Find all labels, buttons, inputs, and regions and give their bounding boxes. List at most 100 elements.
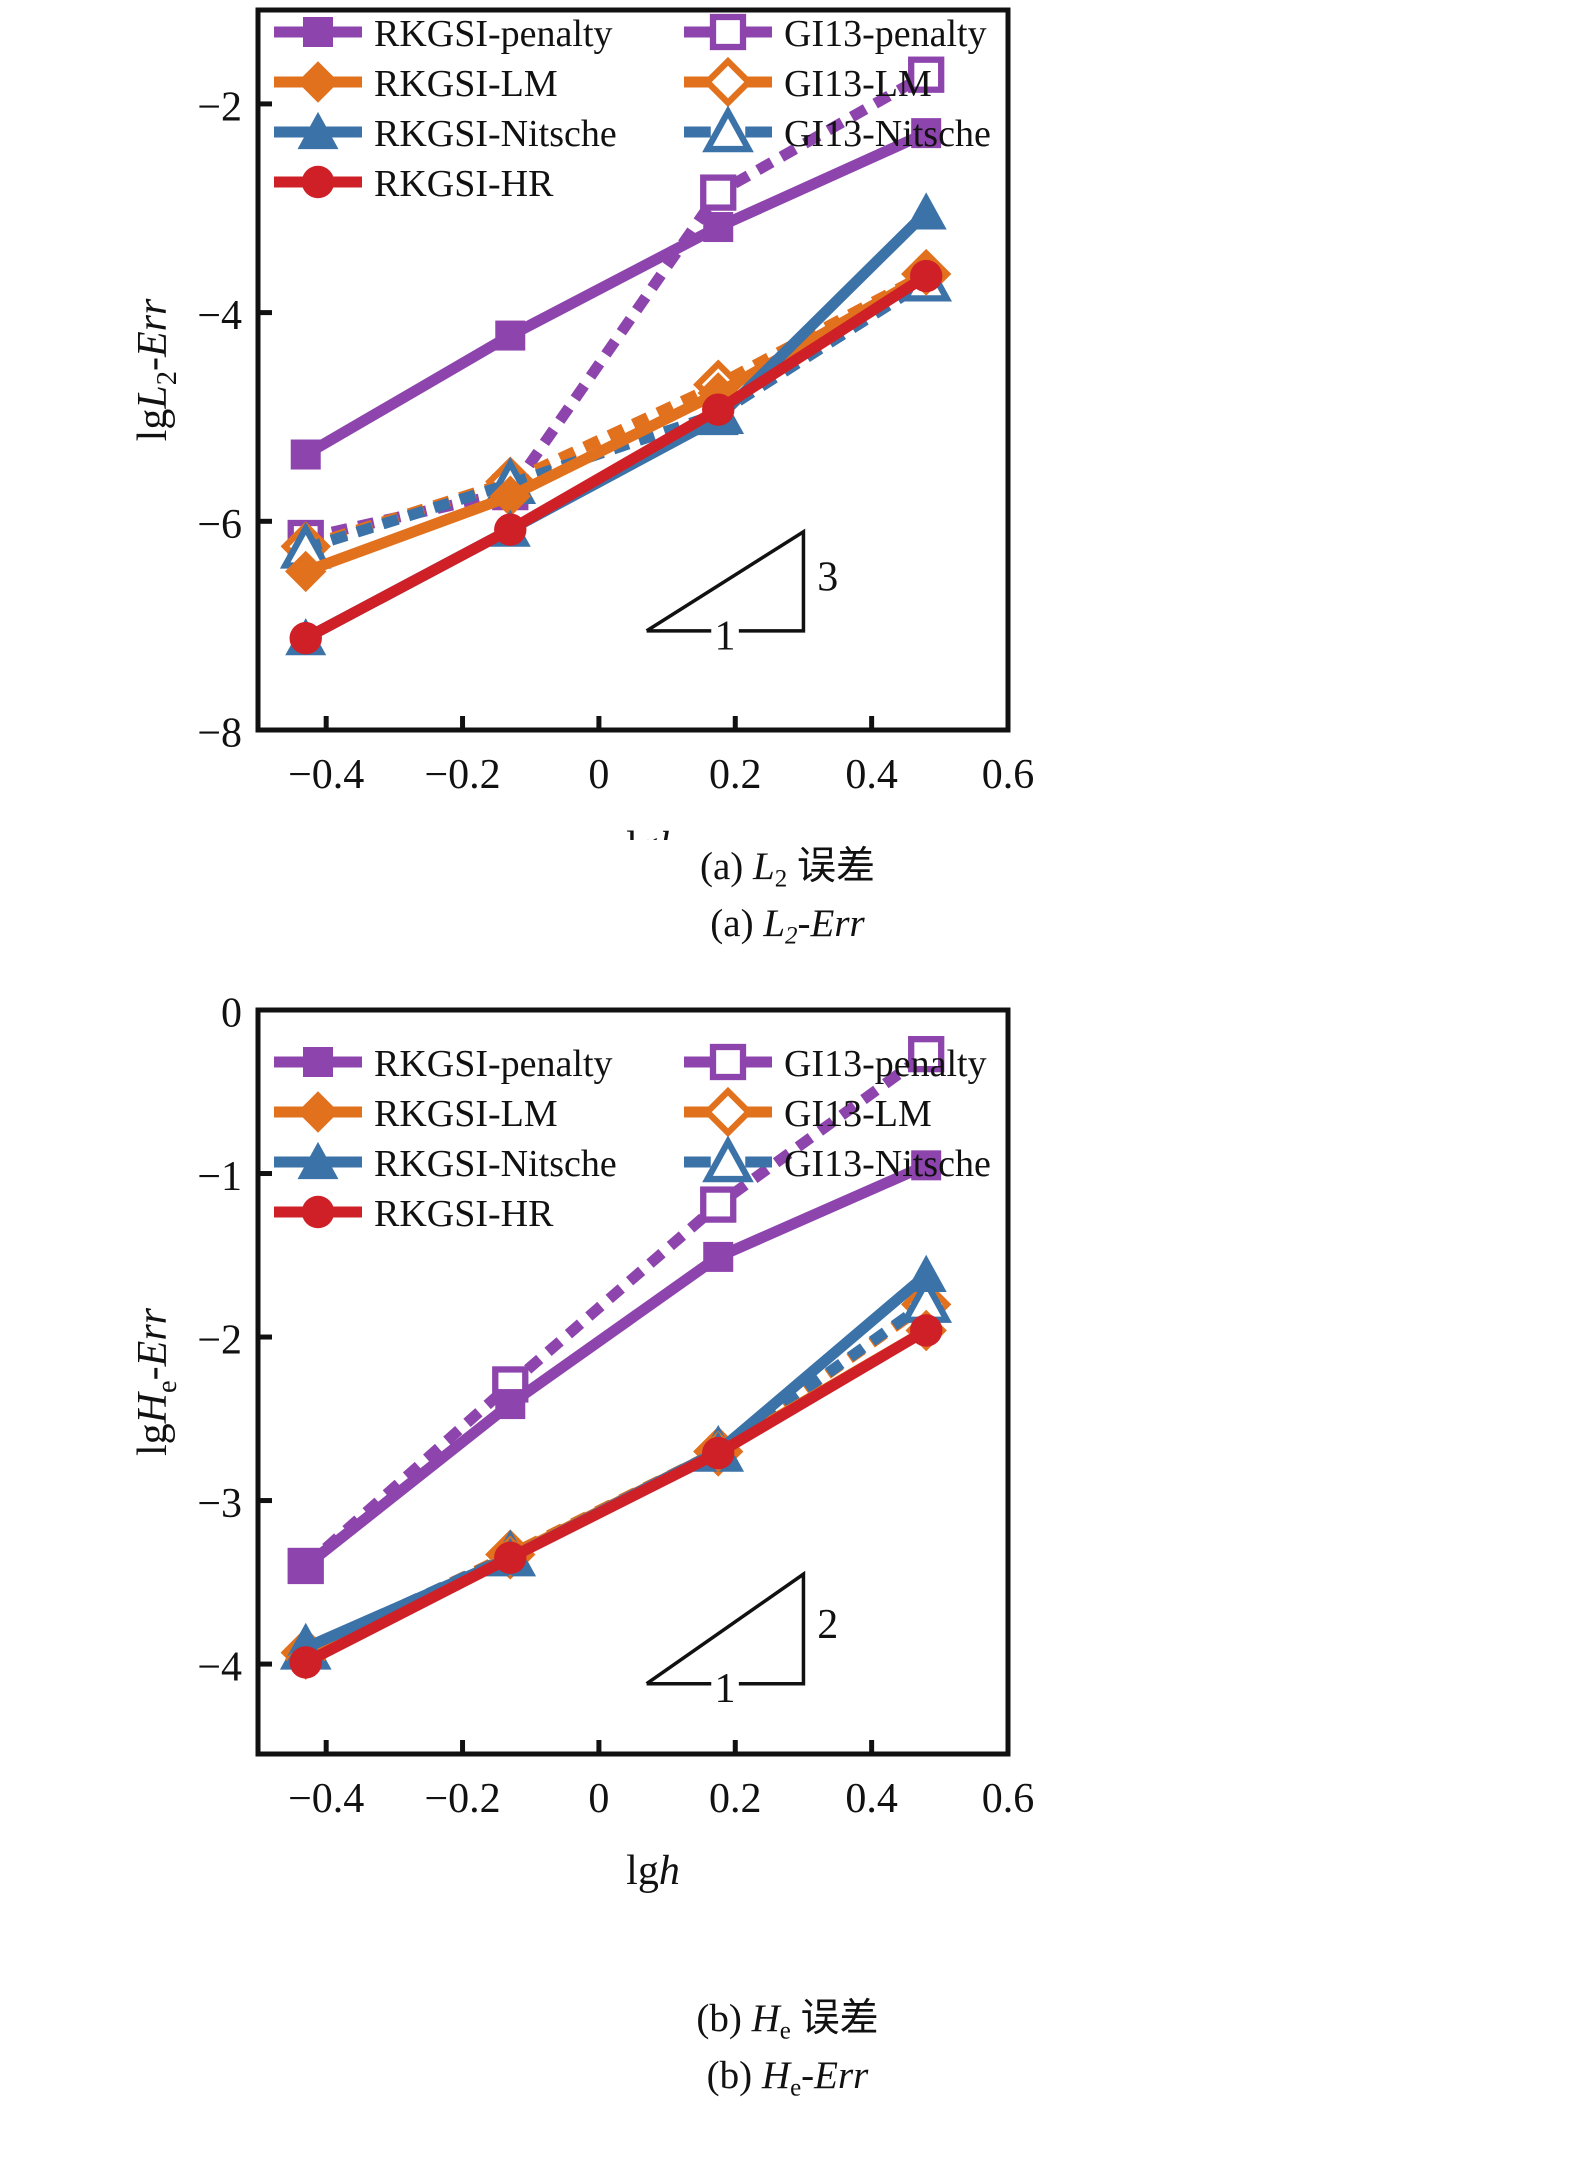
data-point-circle (289, 621, 322, 655)
series-rkgsi-nitsche (285, 1254, 947, 1665)
caption-a-symbol: L (753, 845, 775, 888)
x-tick-label: 0.6 (982, 752, 1035, 798)
legend-label: RKGSI-Nitsche (374, 1143, 617, 1185)
data-point-square (703, 1241, 734, 1272)
legend-label: GI13-LM (784, 63, 932, 105)
x-tick-label: 0.2 (709, 752, 762, 798)
series-rkgsi-lm (285, 254, 947, 593)
legend-label: RKGSI-HR (374, 163, 554, 205)
series-line (303, 271, 930, 644)
x-tick-label: 0.4 (845, 752, 898, 798)
legend-item-rkgsi-nitsche[interactable]: RKGSI-Nitsche (274, 111, 617, 155)
caption-b-en-suffix: -Err (801, 2054, 869, 2097)
svg-text:lgL2-Err: lgL2-Err (130, 298, 183, 441)
plot-frame (255, 1007, 1011, 1757)
caption-a-en-symbol: L (763, 902, 786, 945)
plot-root: −0.4−0.200.20.40.6−8−6−4−2lghlgL2-Err13R… (130, 7, 1035, 840)
caption-b-en-symbol: H (761, 2054, 791, 2097)
series-layer (279, 56, 953, 656)
caption-a-en-prefix: (a) (710, 902, 764, 945)
legend-marker-square (709, 1043, 747, 1081)
x-tick-label: 0 (588, 752, 609, 798)
panel-b-figure: −0.4 −0.2 0 0.2 0.4 0.6 −4 −3 −2 −1 0 lgh lgHe-Err 1 2… (0, 982, 1575, 2106)
y-tick-label: −4 (197, 1645, 242, 1691)
data-point-circle (702, 1436, 735, 1470)
legend-label: RKGSI-penalty (374, 13, 613, 55)
legend-label: GI13-Nitsche (784, 113, 991, 155)
legend-item-rkgsi-lm[interactable]: RKGSI-LM (274, 1091, 558, 1135)
plot-frame (255, 7, 1011, 733)
legend-item-gi13-penalty[interactable]: GI13-penalty (684, 1043, 987, 1085)
slope-run-label-bg (711, 606, 739, 651)
slope-rise-label: 3 (817, 555, 838, 601)
legend-marker-triangle (702, 105, 754, 153)
x-tick-label: 0 (588, 1776, 609, 1822)
legend-label: RKGSI-LM (374, 1093, 558, 1135)
legend-marker-diamond (297, 1091, 339, 1133)
legend-item-rkgsi-hr[interactable]: RKGSI-HR (274, 163, 554, 205)
y-axis-title: lgL2-Err (130, 298, 183, 441)
legend-marker-triangle (297, 111, 339, 150)
data-point-circle (909, 1314, 943, 1347)
caption-b-en-subscript: e (790, 2074, 802, 2102)
slope-run-label-bg (711, 1659, 739, 1704)
data-point-circle (702, 393, 735, 426)
y-tick-label: −6 (197, 502, 242, 548)
data-point-square (703, 212, 734, 243)
x-tick-label: −0.2 (424, 752, 500, 798)
legend-item-rkgsi-penalty[interactable]: RKGSI-penalty (274, 1043, 613, 1085)
y-tick-label: −8 (197, 711, 242, 757)
legend-label: GI13-penalty (784, 1043, 987, 1085)
caption-b-suffix: 误差 (790, 1997, 879, 2040)
y-tick-label: −2 (197, 84, 242, 130)
panel-a-caption-cn: (a) L2 误差 (0, 840, 1575, 897)
y-tick-label: −3 (197, 1481, 242, 1527)
legend-marker-diamond (297, 61, 339, 103)
y-tick-label: −4 (197, 293, 242, 339)
caption-b-subscript: e (779, 2017, 791, 2045)
data-point-circle (494, 513, 527, 546)
legend-item-rkgsi-hr[interactable]: RKGSI-HR (274, 1193, 554, 1235)
slope-run-label: 1 (715, 1666, 736, 1712)
series-line (304, 269, 929, 552)
data-point-triangle (905, 1254, 947, 1292)
legend-marker-triangle (702, 1135, 754, 1183)
legend-label: RKGSI-HR (374, 1193, 554, 1235)
legend-item-gi13-lm[interactable]: GI13-LM (684, 56, 932, 108)
x-tick-label: 0.6 (982, 1776, 1035, 1822)
data-point-square (700, 174, 737, 211)
legend-item-rkgsi-lm[interactable]: RKGSI-LM (274, 61, 558, 105)
data-point-square (290, 1550, 321, 1581)
legend-item-gi13-penalty[interactable]: GI13-penalty (684, 13, 987, 55)
panel-b-caption-en: (b) He-Err (0, 2049, 1575, 2106)
legend-marker-diamond (702, 56, 754, 108)
slope-run-label: 1 (715, 613, 736, 659)
panel-a-chart: −0.4−0.200.20.40.6−8−6−4−2lghlgL2-Err13R… (130, 7, 1035, 840)
legend-label: GI13-penalty (784, 13, 987, 55)
legend-label: GI13-LM (784, 1093, 932, 1135)
legend-item-rkgsi-nitsche[interactable]: RKGSI-Nitsche (274, 1141, 617, 1185)
data-point-square (290, 439, 321, 470)
data-point-square (908, 56, 945, 93)
y-axis: −4 −3 −2 −1 0 (197, 991, 272, 1691)
panel-a-captions: (a) L2 误差 (a) L2-Err (0, 840, 1575, 954)
data-point-diamond (285, 550, 327, 593)
x-tick-label: −0.2 (424, 1776, 500, 1822)
series-rkgsi-penalty (290, 118, 942, 470)
legend-item-gi13-lm[interactable]: GI13-LM (684, 1086, 932, 1138)
x-axis: −0.4 −0.2 0 0.2 0.4 0.6 (288, 1740, 1034, 1822)
series-line (302, 128, 929, 460)
data-point-diamond (489, 475, 531, 517)
data-point-circle (909, 259, 943, 293)
legend-item-gi13-nitsche[interactable]: GI13-Nitsche (684, 105, 991, 155)
plot-root: −0.4 −0.2 0 0.2 0.4 0.6−4−3−2−10lghlgHe-Err12… (130, 991, 1034, 1894)
legend-item-rkgsi-penalty[interactable]: RKGSI-penalty (274, 13, 613, 55)
panel-b-captions: (b) He 误差 (b) He-Err (0, 1992, 1575, 2106)
legend-item-gi13-nitsche[interactable]: GI13-Nitsche (684, 1135, 991, 1185)
series-rkgsi-hr (289, 259, 943, 655)
data-point-square (495, 320, 526, 351)
legend-marker-triangle (297, 1141, 339, 1180)
series-rkgsi-hr (289, 1314, 943, 1679)
y-axis: −8 −6 −4 −2 (197, 84, 272, 757)
legend-marker-square (709, 13, 747, 51)
